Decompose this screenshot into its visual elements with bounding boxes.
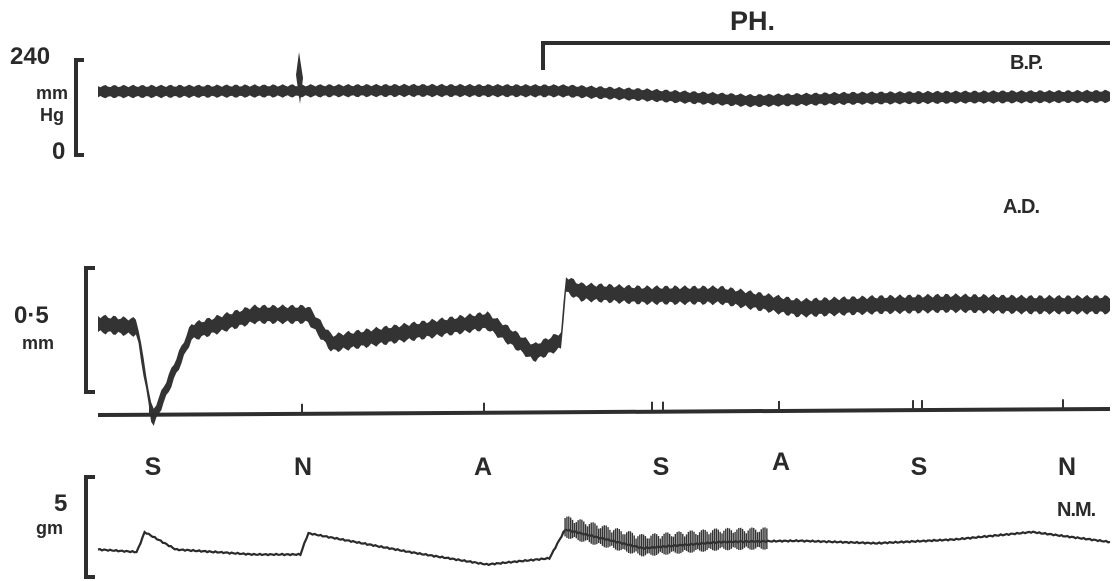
stimulus-label: A [473, 453, 493, 481]
stimulus-label: N [293, 453, 313, 481]
stimulus-label: S [910, 453, 928, 481]
ad-scale-value: 0·5 [14, 302, 49, 329]
ad-trace [98, 277, 1110, 426]
nm-scale-value: 5 [54, 490, 68, 517]
stimulus-label: S [144, 453, 162, 481]
stimulus-label: N [1057, 453, 1077, 481]
nm-scale-bracket [84, 475, 95, 579]
stimulus-label: S [652, 453, 670, 481]
bp-scale-bracket [74, 58, 84, 157]
ad-scale-bracket [84, 266, 95, 394]
nm-twitch-bursts [564, 516, 768, 557]
bp-trace [98, 83, 1110, 108]
bp-scale-top: 240 [10, 43, 51, 70]
nm-trace-label: N.M. [1057, 499, 1096, 521]
bp-trace-label: B.P. [1010, 52, 1043, 74]
ph-drug-bar [541, 41, 1110, 70]
bp-scale-bottom: 0 [52, 138, 66, 165]
ad-scale-unit: mm [22, 333, 55, 353]
stimulus-marker-line [97, 407, 1111, 417]
bp-scale-unit-mm: mm [35, 83, 68, 103]
drug-label: PH. [730, 6, 776, 36]
bp-artifact-spike [296, 52, 303, 104]
ad-trace-label: A.D. [1003, 196, 1040, 218]
stimulus-label: A [771, 448, 791, 476]
stimulus-ticks [149, 399, 1064, 415]
bp-scale-unit-hg: Hg [40, 105, 64, 125]
nm-scale-unit: gm [36, 518, 63, 538]
